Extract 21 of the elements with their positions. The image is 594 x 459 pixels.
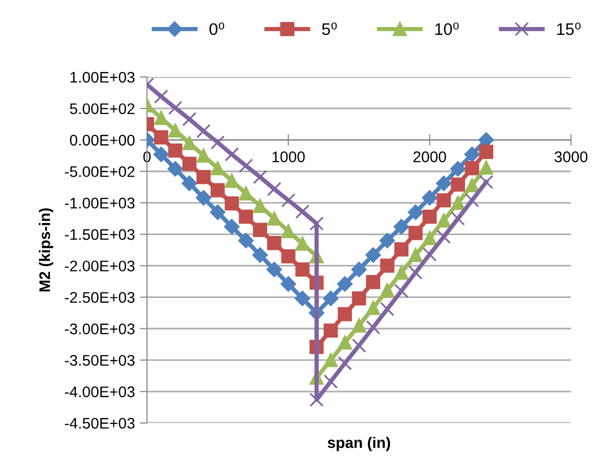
legend-label: 0⁰ — [209, 22, 224, 36]
y-tick-label: -3.50E+03 — [64, 354, 135, 366]
x-tick-label: 3000 — [554, 151, 588, 162]
legend-label: 15⁰ — [557, 22, 581, 36]
y-tick-label: 5.00E+02 — [70, 103, 134, 114]
x-tick-label: 2000 — [413, 151, 446, 162]
y-tick-label: -5.00E+02 — [64, 166, 134, 178]
y-tick-label: -1.50E+03 — [64, 229, 135, 240]
y-tick-label: -3.00E+03 — [64, 324, 135, 334]
y-tick-label: 0.00E+00 — [70, 134, 135, 146]
x-tick-label: 1000 — [272, 151, 305, 162]
y-axis-title: M2 (kips-in) — [38, 208, 54, 292]
y-tick-label: -4.00E+03 — [64, 386, 135, 398]
y-tick-label: -4.50E+03 — [64, 418, 135, 429]
y-tick-label: 1.00E+03 — [70, 72, 135, 83]
x-axis-title: span (in) — [328, 436, 390, 452]
y-tick-label: -1.00E+03 — [64, 198, 135, 209]
legend-label: 5⁰ — [322, 22, 337, 36]
y-tick-label: -2.50E+03 — [64, 292, 135, 303]
y-tick-label: -2.00E+03 — [64, 260, 135, 272]
legend-label: 10⁰ — [435, 22, 459, 36]
